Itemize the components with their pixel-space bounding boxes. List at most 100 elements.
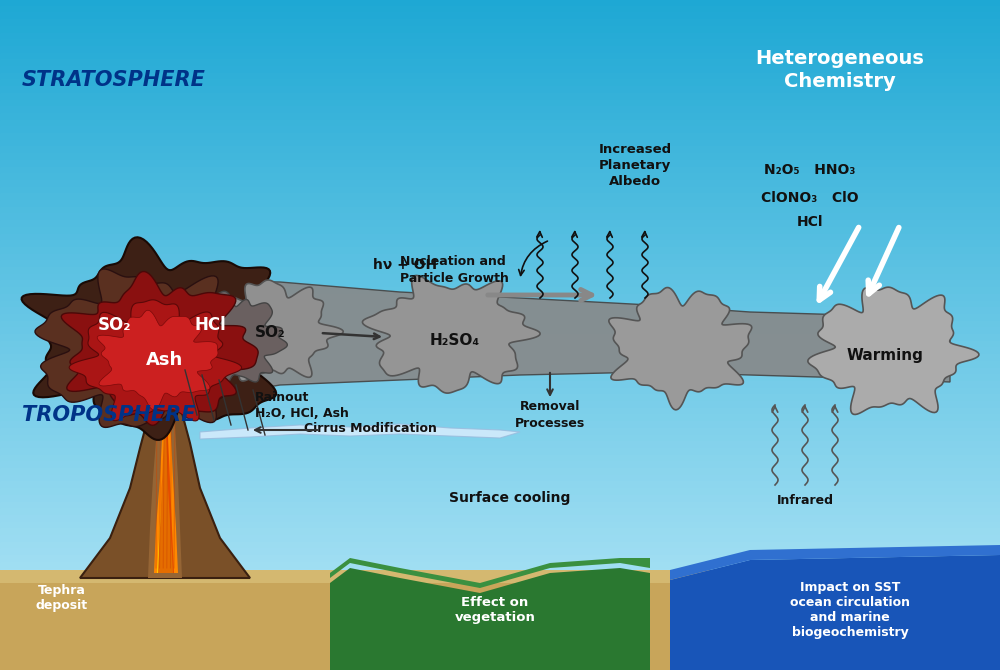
Bar	[0, 649, 1000, 657]
Bar	[0, 388, 1000, 395]
Bar	[0, 462, 1000, 469]
Bar	[0, 341, 1000, 348]
Bar	[0, 602, 1000, 610]
Bar	[0, 314, 1000, 322]
Bar	[0, 254, 1000, 261]
Bar	[0, 555, 1000, 563]
Text: STRATOSPHERE: STRATOSPHERE	[22, 70, 206, 90]
Polygon shape	[69, 299, 242, 421]
Bar	[0, 515, 1000, 523]
Bar	[0, 214, 1000, 221]
Bar	[0, 26, 1000, 34]
Polygon shape	[61, 271, 258, 425]
Bar	[0, 549, 1000, 556]
Bar	[0, 495, 1000, 502]
Bar	[0, 33, 1000, 40]
Text: Heterogeneous
Chemistry: Heterogeneous Chemistry	[756, 49, 924, 91]
Bar	[0, 482, 1000, 489]
Bar	[0, 133, 1000, 141]
Text: ClONO₃   ClO: ClONO₃ ClO	[761, 191, 859, 205]
Bar	[0, 569, 1000, 576]
Bar	[0, 247, 1000, 255]
Bar	[0, 321, 1000, 328]
Bar	[0, 509, 1000, 516]
Text: Ash: Ash	[146, 351, 184, 369]
Text: Infrared: Infrared	[777, 494, 834, 507]
Text: Cirrus Modification: Cirrus Modification	[304, 421, 436, 435]
Bar	[0, 53, 1000, 60]
Polygon shape	[200, 424, 520, 439]
Bar	[0, 468, 1000, 476]
Bar	[0, 66, 1000, 74]
Polygon shape	[609, 287, 752, 410]
Bar	[0, 147, 1000, 154]
Polygon shape	[670, 545, 1000, 580]
Bar	[0, 609, 1000, 616]
Bar	[0, 629, 1000, 636]
Bar	[0, 535, 1000, 543]
Bar	[0, 522, 1000, 529]
Bar	[0, 93, 1000, 100]
Bar	[0, 401, 1000, 409]
Bar	[0, 361, 1000, 368]
Bar	[0, 616, 1000, 623]
Bar	[0, 160, 1000, 168]
Polygon shape	[201, 280, 343, 381]
Text: SO₂: SO₂	[98, 316, 132, 334]
Bar	[0, 308, 1000, 315]
Bar	[0, 73, 1000, 80]
Bar	[0, 475, 1000, 482]
Bar	[0, 80, 1000, 87]
Bar	[0, 180, 1000, 188]
Bar	[0, 6, 1000, 13]
Bar	[0, 542, 1000, 549]
Bar	[0, 576, 1000, 583]
Bar	[0, 274, 1000, 281]
Polygon shape	[35, 269, 270, 427]
Polygon shape	[0, 578, 1000, 670]
Bar	[0, 596, 1000, 603]
Bar	[0, 368, 1000, 375]
Bar	[0, 428, 1000, 436]
Bar	[0, 153, 1000, 161]
Text: Warming: Warming	[847, 348, 923, 362]
Bar	[0, 167, 1000, 174]
Bar	[0, 381, 1000, 389]
Polygon shape	[80, 373, 250, 578]
Bar	[0, 421, 1000, 429]
Bar	[0, 187, 1000, 194]
Bar	[0, 415, 1000, 422]
Bar	[0, 194, 1000, 201]
Polygon shape	[670, 555, 1000, 670]
Polygon shape	[0, 570, 1000, 583]
Text: TROPOSPHERE: TROPOSPHERE	[22, 405, 196, 425]
Bar	[0, 375, 1000, 382]
Text: Removal
Processes: Removal Processes	[515, 400, 585, 430]
Bar	[0, 227, 1000, 234]
Polygon shape	[148, 378, 182, 578]
Bar	[0, 100, 1000, 107]
Polygon shape	[330, 568, 650, 670]
Bar	[0, 60, 1000, 67]
Text: H₂SO₄: H₂SO₄	[430, 332, 480, 348]
Bar	[0, 281, 1000, 288]
Bar	[0, 395, 1000, 402]
Text: SO₂: SO₂	[255, 324, 285, 340]
Polygon shape	[362, 275, 540, 393]
Bar	[0, 636, 1000, 643]
Bar	[0, 348, 1000, 355]
Bar	[0, 663, 1000, 670]
Bar	[0, 140, 1000, 147]
Bar	[0, 107, 1000, 114]
Text: Tephra
deposit: Tephra deposit	[36, 584, 88, 612]
Text: Increased
Planetary
Albedo: Increased Planetary Albedo	[598, 143, 672, 188]
Bar	[0, 207, 1000, 214]
Text: hν + OH: hν + OH	[373, 258, 437, 272]
Bar	[0, 86, 1000, 94]
Text: HCl: HCl	[194, 316, 226, 334]
Bar	[0, 261, 1000, 268]
Bar	[0, 622, 1000, 630]
Bar	[0, 113, 1000, 121]
Bar	[0, 120, 1000, 127]
Polygon shape	[154, 383, 178, 573]
